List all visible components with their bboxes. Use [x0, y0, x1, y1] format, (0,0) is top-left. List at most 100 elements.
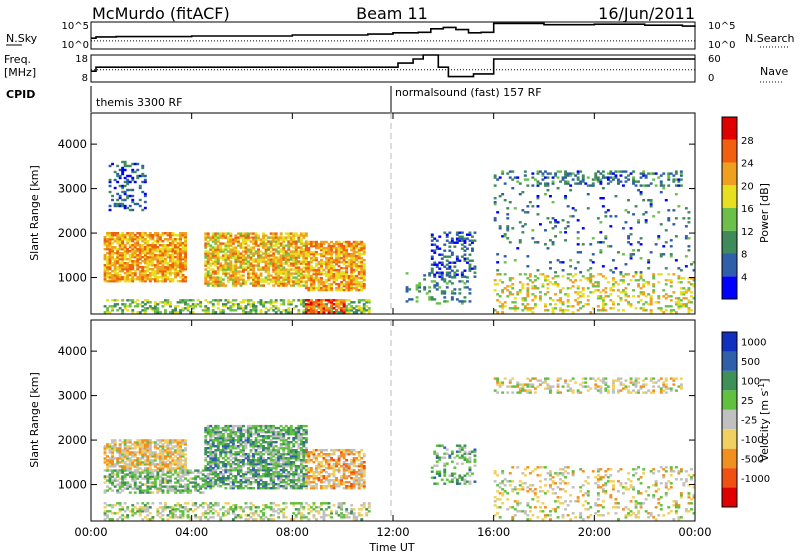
velocity-cell — [146, 455, 150, 458]
power-cell — [614, 176, 618, 179]
power-cell — [340, 272, 343, 276]
power-echo-region — [493, 273, 696, 314]
power-cell — [219, 309, 223, 312]
velocity-cell — [272, 467, 276, 470]
power-cell — [350, 268, 354, 272]
velocity-cell — [249, 471, 253, 474]
velocity-cell — [262, 475, 265, 478]
velocity-cell — [108, 459, 112, 462]
power-cell — [247, 299, 250, 302]
power-cell — [113, 204, 117, 208]
velocity-cell — [247, 467, 250, 470]
power-cell — [229, 268, 233, 271]
power-cell — [159, 258, 162, 261]
power-cell — [657, 176, 661, 179]
velocity-cell — [138, 467, 142, 470]
power-cell — [146, 252, 150, 255]
velocity-cell — [229, 431, 233, 434]
power-cell — [357, 299, 361, 302]
power-cell — [350, 278, 354, 282]
power-cell — [123, 258, 127, 261]
power-cell — [330, 274, 333, 278]
power-cell — [237, 256, 240, 259]
power-cell — [654, 243, 658, 246]
velocity-cell — [229, 471, 233, 474]
velocity-cell — [141, 443, 145, 446]
power-cell — [174, 274, 177, 277]
power-cell — [221, 254, 225, 257]
power-cell — [569, 273, 573, 276]
power-cell — [511, 301, 515, 304]
power-cell — [554, 281, 557, 284]
power-cell — [546, 283, 550, 286]
power-cell — [269, 274, 273, 277]
power-cell — [113, 268, 117, 271]
velocity-cell — [141, 445, 145, 448]
power-cell — [493, 279, 497, 282]
power-cell — [362, 264, 366, 268]
power-cell — [551, 182, 555, 185]
power-cell — [151, 264, 155, 267]
velocity-cell — [216, 447, 220, 450]
power-cell — [690, 283, 693, 286]
power-cell — [267, 260, 271, 263]
velocity-cell — [211, 459, 215, 462]
power-cell — [103, 256, 107, 259]
power-echo-region — [405, 272, 472, 305]
power-cell — [606, 295, 610, 298]
power-cell — [360, 276, 364, 280]
velocity-cell — [257, 461, 260, 464]
power-cell — [612, 283, 615, 286]
power-cell — [624, 273, 628, 276]
power-cell — [320, 311, 323, 314]
power-cell — [181, 301, 185, 304]
power-cell — [262, 258, 265, 261]
power-cell — [453, 274, 457, 277]
power-cell — [289, 244, 293, 247]
power-cell — [126, 258, 130, 261]
power-cell — [609, 289, 613, 292]
velocity-cell — [141, 439, 145, 442]
power-cell — [219, 234, 223, 237]
power-cell — [682, 303, 686, 306]
power-cell — [438, 286, 442, 289]
velocity-cell — [209, 445, 213, 448]
power-cell — [642, 293, 646, 296]
power-cell — [624, 295, 628, 298]
velocity-cell — [244, 447, 248, 450]
power-cell — [330, 254, 333, 258]
velocity-cell — [184, 439, 187, 442]
velocity-cell — [221, 449, 225, 452]
velocity-cell — [166, 455, 170, 458]
velocity-cell — [262, 485, 265, 488]
power-cell — [249, 246, 253, 249]
power-cell — [128, 270, 132, 273]
power-cell — [428, 274, 432, 277]
power-cell — [289, 262, 293, 265]
power-cell — [513, 307, 517, 310]
power-cell — [264, 250, 268, 253]
power-ylabel: Slant Range [km] — [28, 165, 41, 261]
power-cell — [128, 258, 132, 261]
power-cell — [292, 258, 296, 261]
velocity-cell — [206, 441, 210, 444]
power-cell — [528, 201, 532, 204]
velocity-cell — [239, 465, 243, 468]
power-cell — [231, 268, 235, 271]
velocity-cell — [148, 439, 152, 442]
power-cell — [624, 299, 628, 302]
velocity-cell — [176, 463, 180, 466]
power-cell — [121, 256, 125, 259]
power-cell — [153, 246, 157, 249]
velocity-cell — [131, 487, 135, 490]
power-cell — [511, 170, 515, 173]
velocity-cell — [247, 428, 250, 432]
velocity-cell — [123, 455, 127, 458]
power-cell — [559, 297, 562, 300]
power-cell — [126, 194, 130, 198]
velocity-cell — [184, 467, 187, 470]
power-cell — [274, 299, 278, 302]
velocity-cell — [126, 441, 130, 444]
power-cell — [327, 242, 331, 246]
power-cell — [297, 262, 301, 265]
